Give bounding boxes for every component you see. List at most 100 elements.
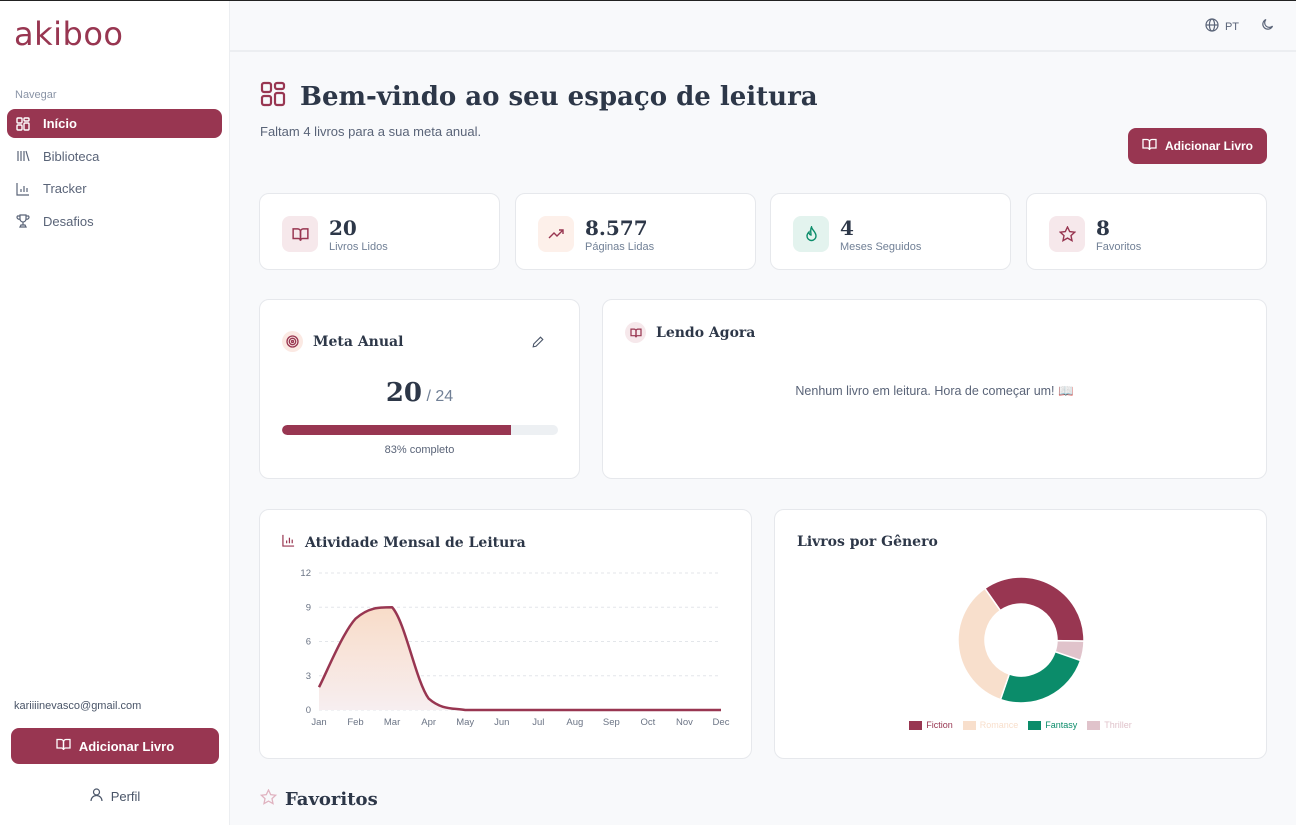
svg-text:Feb: Feb <box>347 717 363 728</box>
add-book-label: Adicionar Livro <box>1164 139 1253 153</box>
star-icon <box>259 788 278 810</box>
stat-label: Meses Seguidos <box>840 241 922 253</box>
star-icon <box>1049 216 1085 252</box>
svg-text:May: May <box>456 717 474 728</box>
flame-icon <box>793 216 829 252</box>
sidebar-item-tracker[interactable]: Tracker <box>7 174 222 203</box>
legend-swatch <box>1087 720 1101 730</box>
favorites-heading: Favoritos <box>259 788 378 810</box>
profile-label: Perfil <box>110 789 141 804</box>
dashboard-icon <box>260 81 286 112</box>
svg-text:Apr: Apr <box>421 717 436 728</box>
book-open-icon <box>282 216 318 252</box>
legend-item-fantasy[interactable]: Fantasy <box>1028 720 1077 730</box>
reading-now-card: Lendo Agora Nenhum livro em leitura. Hor… <box>602 299 1267 479</box>
goal-percent-label: 83% completo <box>384 444 455 456</box>
bar-chart-icon <box>16 182 30 196</box>
svg-text:Mar: Mar <box>384 717 400 728</box>
pencil-icon <box>532 336 544 348</box>
reading-now-header: Lendo Agora <box>625 322 755 343</box>
legend-swatch <box>962 720 976 730</box>
sidebar-add-book-button[interactable]: Adicionar Livro <box>11 728 219 764</box>
genre-donut-chart <box>957 576 1085 704</box>
svg-text:3: 3 <box>306 671 311 682</box>
svg-text:Sep: Sep <box>603 717 620 728</box>
donut-slice-fiction[interactable] <box>983 576 1085 642</box>
sidebar-item-label: Desafios <box>43 213 94 229</box>
genre-card: Livros por Gênero Fiction Romance Fantasy T… <box>774 509 1267 759</box>
add-book-label: Adicionar Livro <box>78 738 175 754</box>
svg-text:Nov: Nov <box>676 717 693 728</box>
stat-label: Favoritos <box>1096 241 1142 253</box>
library-icon <box>16 149 30 163</box>
page-title: Bem-vindo ao seu espaço de leitura <box>260 81 818 112</box>
legend-item-thriller[interactable]: Thriller <box>1087 720 1132 730</box>
stat-value: 8 <box>1096 216 1110 240</box>
moon-icon <box>1261 18 1274 35</box>
genre-legend: Fiction Romance Fantasy Thriller <box>775 720 1266 730</box>
user-icon <box>90 788 103 805</box>
legend-item-romance[interactable]: Romance <box>962 720 1019 730</box>
add-book-button[interactable]: Adicionar Livro <box>1128 128 1267 164</box>
monthly-activity-chart: 0 3 6 9 12 Jan Feb Mar Apr May Jun Jul Aug Sep Oct Nov D… <box>300 568 730 728</box>
stat-label: Livros Lidos <box>329 241 388 253</box>
app-logo[interactable]: akiboo <box>14 15 124 53</box>
svg-text:Jan: Jan <box>311 717 326 728</box>
reading-now-empty-message: Nenhum livro em leitura. Hora de começar… <box>795 384 1074 398</box>
genre-header: Livros por Gênero <box>797 534 938 550</box>
language-switcher[interactable]: PT <box>1205 18 1239 35</box>
user-email: kariiiinevasco@gmail.com <box>14 700 142 712</box>
svg-text:0: 0 <box>306 705 311 716</box>
sidebar: akiboo Navegar Início Biblioteca Tracker… <box>0 1 230 825</box>
donut-slice-fantasy[interactable] <box>999 650 1082 704</box>
stat-value: 4 <box>840 216 854 240</box>
stat-card-favorites: 8 Favoritos <box>1026 193 1267 270</box>
sidebar-item-label: Biblioteca <box>43 148 100 164</box>
annual-goal-title: Meta Anual <box>313 333 404 350</box>
svg-text:Aug: Aug <box>566 717 583 728</box>
legend-label: Romance <box>979 720 1019 730</box>
book-open-icon <box>1142 138 1157 154</box>
trophy-icon <box>16 214 30 228</box>
legend-label: Thriller <box>1104 720 1132 730</box>
legend-item-fiction[interactable]: Fiction <box>909 720 953 730</box>
sidebar-nav: Início Biblioteca Tracker Desafios <box>7 109 222 239</box>
svg-text:9: 9 <box>306 602 311 613</box>
svg-text:12: 12 <box>300 568 311 579</box>
donut-slice-romance[interactable] <box>957 587 1011 701</box>
favorites-title: Favoritos <box>285 789 378 810</box>
goal-progress-fill <box>282 425 512 435</box>
language-label: PT <box>1224 20 1239 33</box>
dashboard-icon <box>16 116 30 131</box>
monthly-activity-title: Atividade Mensal de Leitura <box>305 534 526 551</box>
stat-card-pages-read: 8.577 Páginas Lidas <box>515 193 756 270</box>
book-open-icon <box>56 738 71 754</box>
sidebar-item-inicio[interactable]: Início <box>7 109 222 138</box>
monthly-activity-header: Atividade Mensal de Leitura <box>282 534 526 551</box>
annual-goal-card: Meta Anual 20 / 24 83% completo <box>259 299 580 479</box>
goal-count: 20 / 24 <box>260 378 579 408</box>
theme-toggle[interactable] <box>1261 18 1274 36</box>
nav-heading: Navegar <box>15 89 57 101</box>
stat-card-books-read: 20 Livros Lidos <box>259 193 500 270</box>
goal-read: 20 <box>385 378 423 408</box>
sidebar-item-label: Início <box>43 116 77 131</box>
edit-goal-button[interactable] <box>532 335 544 353</box>
profile-link[interactable]: Perfil <box>0 788 230 805</box>
svg-text:Oct: Oct <box>641 717 656 728</box>
sidebar-item-desafios[interactable]: Desafios <box>7 207 222 236</box>
legend-label: Fiction <box>926 720 953 730</box>
trending-up-icon <box>538 216 574 252</box>
legend-label: Fantasy <box>1045 720 1078 730</box>
book-open-icon <box>625 322 646 343</box>
legend-swatch <box>909 720 923 730</box>
sidebar-item-label: Tracker <box>43 181 87 196</box>
bar-chart-icon <box>282 534 295 551</box>
monthly-activity-card: Atividade Mensal de Leitura 0 3 6 9 12 Jan Feb… <box>259 509 752 759</box>
topbar: PT <box>230 1 1296 52</box>
legend-swatch <box>1028 720 1042 730</box>
globe-icon <box>1205 18 1219 35</box>
svg-text:Dec: Dec <box>713 717 730 728</box>
svg-text:Jun: Jun <box>494 717 509 728</box>
sidebar-item-biblioteca[interactable]: Biblioteca <box>7 142 222 171</box>
